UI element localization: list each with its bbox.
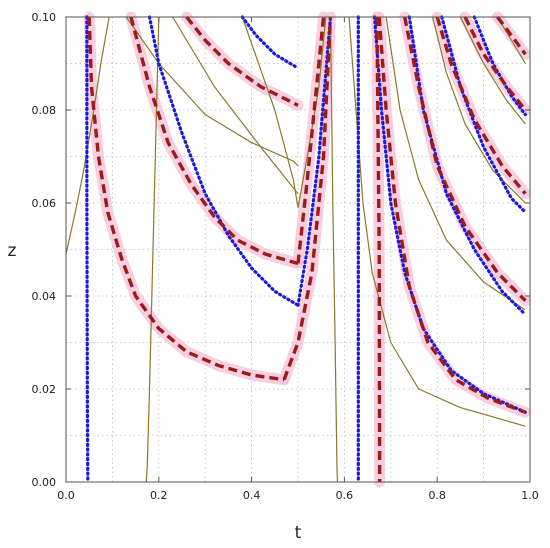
y-axis-label: z: [8, 241, 17, 261]
series-dotted-line: [85, 15, 90, 484]
y-tick-label: 0.08: [32, 104, 57, 117]
y-tick-label: 0.00: [32, 476, 57, 489]
series-solid-line: [385, 16, 526, 311]
series-halo: [181, 11, 304, 111]
plot-frame: [65, 16, 531, 483]
series-halo: [83, 11, 290, 386]
series-dashed-line: [403, 16, 527, 302]
y-tick-label: 0.06: [32, 197, 57, 210]
series-dashed-line: [377, 16, 526, 414]
series-solid-line: [329, 16, 339, 483]
x-axis-ticks: 0.0 0.2 0.4 0.6 0.8 1.0: [57, 17, 539, 502]
x-tick-label: 0.0: [57, 489, 75, 502]
series-dotted-line: [407, 15, 527, 317]
y-tick-label: 0.04: [32, 290, 57, 303]
x-tick-label: 0.8: [428, 489, 446, 502]
x-tick-label: 0.6: [336, 489, 354, 502]
series-halo: [399, 11, 531, 307]
series-solid-line: [172, 16, 299, 195]
x-axis-label: t: [295, 523, 302, 543]
series-dotted-line: [147, 15, 300, 307]
y-tick-label: 0.10: [32, 11, 57, 24]
series-dashed-line: [129, 16, 299, 266]
series-solid-line: [431, 16, 526, 204]
x-tick-label: 1.0: [521, 489, 539, 502]
series-dashed-line: [496, 15, 527, 56]
y-tick-label: 0.02: [32, 383, 57, 396]
x-tick-label: 0.4: [243, 489, 261, 502]
series-solid-line: [125, 16, 299, 167]
series-dashed-line: [185, 15, 299, 107]
series-dashed-line: [87, 16, 285, 382]
series-dashed-line: [296, 16, 326, 264]
series-solid-line: [348, 16, 526, 427]
series-dotted-line: [240, 15, 300, 70]
series-dashed-line: [463, 16, 527, 112]
x-tick-label: 0.2: [150, 489, 168, 502]
series-solid-line: [459, 16, 526, 125]
series-dashed-line: [435, 16, 527, 195]
series-dashed-line: [375, 16, 382, 483]
series-dotted-line: [296, 15, 333, 307]
series-solid-line: [145, 16, 160, 483]
series-solid-line: [241, 16, 299, 208]
series-lines: [65, 15, 527, 484]
y-axis-ticks: 0.00 0.02 0.04 0.06 0.08 0.10: [32, 11, 530, 489]
series-dashed-line: [282, 16, 333, 381]
series-solid-line: [65, 16, 110, 255]
series-dotted-line: [440, 15, 527, 214]
